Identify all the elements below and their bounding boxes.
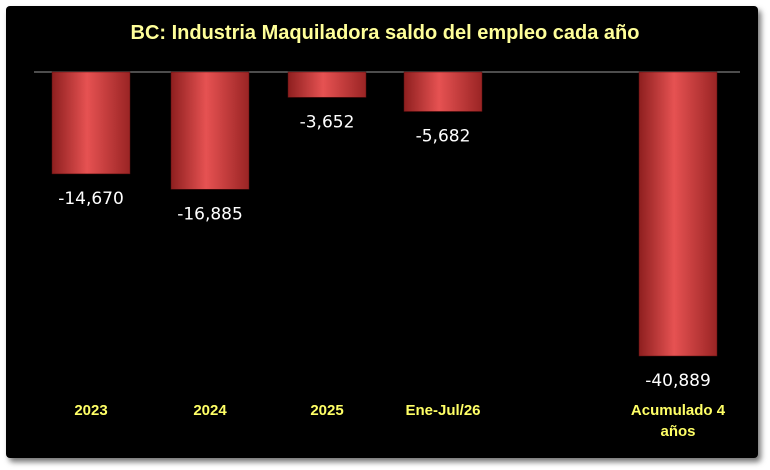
data-label-0: -14,670 [58, 189, 124, 209]
bar-4 [638, 71, 718, 357]
category-label-4-line-1: años [660, 423, 695, 440]
category-label-0: 2023 [74, 402, 107, 419]
bar-1 [170, 71, 250, 190]
data-label-2: -3,652 [300, 112, 355, 132]
chart-title: BC: Industria Maquiladora saldo del empl… [130, 22, 640, 44]
category-label-4-line-0: Acumulado 4 [631, 402, 726, 419]
data-label-4: -40,889 [645, 371, 711, 391]
bar-0 [51, 71, 131, 175]
bar-2 [287, 71, 367, 98]
category-label-1: 2024 [193, 402, 227, 419]
bar-3 [403, 71, 483, 112]
chart-frame [6, 6, 758, 458]
data-label-1: -16,885 [177, 204, 243, 224]
category-label-2: 2025 [310, 402, 343, 419]
data-label-3: -5,682 [416, 126, 471, 146]
category-label-3: Ene-Jul/26 [405, 402, 480, 419]
